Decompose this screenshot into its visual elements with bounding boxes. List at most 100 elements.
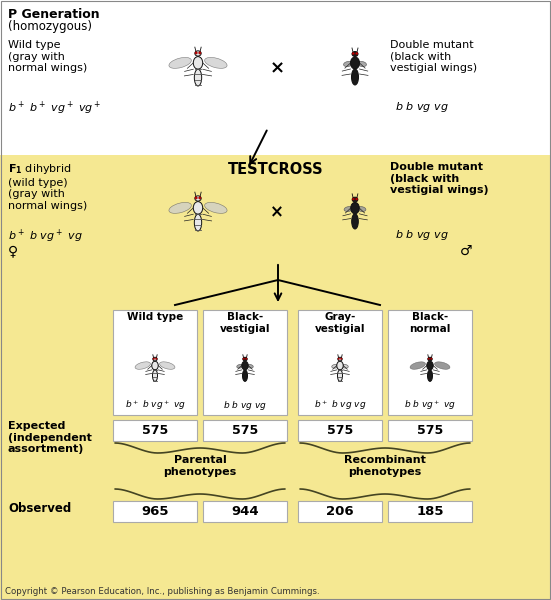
Ellipse shape	[195, 52, 197, 54]
Ellipse shape	[332, 364, 338, 368]
FancyBboxPatch shape	[0, 155, 551, 600]
Text: Black-
vestigial: Black- vestigial	[220, 312, 270, 334]
FancyBboxPatch shape	[298, 501, 382, 522]
Text: ♀: ♀	[8, 244, 18, 258]
Ellipse shape	[338, 357, 342, 361]
Text: (homozygous): (homozygous)	[8, 20, 92, 33]
Text: $b\ b\ vg\ vg$: $b\ b\ vg\ vg$	[395, 228, 449, 242]
Ellipse shape	[153, 370, 158, 382]
Ellipse shape	[135, 362, 150, 370]
FancyBboxPatch shape	[203, 420, 287, 441]
Ellipse shape	[352, 69, 359, 85]
Text: ♂: ♂	[460, 244, 473, 258]
FancyBboxPatch shape	[298, 420, 382, 441]
Text: ×: ×	[269, 59, 284, 77]
Ellipse shape	[428, 370, 433, 382]
Text: $b^+\ b\ vg\ vg$: $b^+\ b\ vg\ vg$	[314, 398, 366, 412]
Ellipse shape	[242, 370, 247, 382]
Ellipse shape	[358, 206, 366, 212]
Ellipse shape	[355, 198, 358, 200]
Ellipse shape	[337, 370, 343, 382]
Ellipse shape	[152, 361, 158, 370]
Text: P Generation: P Generation	[8, 8, 100, 21]
Ellipse shape	[352, 52, 354, 55]
Ellipse shape	[352, 52, 358, 56]
Ellipse shape	[435, 362, 450, 370]
Ellipse shape	[352, 197, 358, 202]
Text: $b\ b\ vg\ vg$: $b\ b\ vg\ vg$	[223, 399, 267, 412]
Ellipse shape	[350, 57, 359, 69]
Text: TESTCROSS: TESTCROSS	[228, 162, 324, 177]
Text: $b\ b\ vg^+\ vg$: $b\ b\ vg^+\ vg$	[404, 398, 456, 412]
Ellipse shape	[247, 364, 253, 368]
Text: Expected
(independent
assortment): Expected (independent assortment)	[8, 421, 92, 454]
Text: $b^+\ b\ vg^+\ vg$: $b^+\ b\ vg^+\ vg$	[8, 228, 83, 245]
Text: Black-
normal: Black- normal	[409, 312, 451, 334]
Ellipse shape	[153, 357, 157, 361]
FancyBboxPatch shape	[203, 310, 287, 415]
Text: 206: 206	[326, 505, 354, 518]
Ellipse shape	[352, 198, 354, 200]
Ellipse shape	[342, 364, 348, 368]
Ellipse shape	[410, 362, 425, 370]
Ellipse shape	[343, 61, 353, 67]
Ellipse shape	[195, 197, 197, 199]
Ellipse shape	[430, 358, 432, 359]
Text: $b^+\ b^+\ vg^+\ vg^+$: $b^+\ b^+\ vg^+\ vg^+$	[8, 100, 101, 118]
Ellipse shape	[428, 358, 429, 359]
Ellipse shape	[344, 206, 353, 212]
Ellipse shape	[351, 202, 359, 214]
Ellipse shape	[169, 202, 191, 214]
Ellipse shape	[193, 202, 203, 214]
Text: 575: 575	[327, 424, 353, 437]
Text: Wild type
(gray with
normal wings): Wild type (gray with normal wings)	[8, 40, 87, 73]
FancyBboxPatch shape	[388, 310, 472, 415]
Text: $b^+\ b\ vg^+\ vg$: $b^+\ b\ vg^+\ vg$	[125, 398, 186, 412]
Ellipse shape	[428, 357, 432, 361]
Text: Parental
phenotypes: Parental phenotypes	[164, 455, 236, 476]
Text: 965: 965	[141, 505, 169, 518]
Ellipse shape	[199, 52, 201, 54]
FancyBboxPatch shape	[388, 420, 472, 441]
FancyBboxPatch shape	[113, 501, 197, 522]
Ellipse shape	[195, 51, 201, 56]
Ellipse shape	[193, 56, 203, 69]
Text: 575: 575	[142, 424, 168, 437]
Text: Recombinant
phenotypes: Recombinant phenotypes	[344, 455, 426, 476]
Text: Copyright © Pearson Education, Inc., publishing as Benjamin Cummings.: Copyright © Pearson Education, Inc., pub…	[5, 587, 320, 596]
Text: $b\ b\ vg\ vg$: $b\ b\ vg\ vg$	[395, 100, 449, 114]
Ellipse shape	[153, 358, 154, 359]
Text: Double mutant
(black with
vestigial wings): Double mutant (black with vestigial wing…	[390, 40, 477, 73]
Ellipse shape	[337, 361, 343, 370]
Ellipse shape	[242, 361, 249, 370]
Ellipse shape	[195, 214, 202, 231]
FancyBboxPatch shape	[203, 501, 287, 522]
Text: 575: 575	[232, 424, 258, 437]
FancyBboxPatch shape	[388, 501, 472, 522]
Ellipse shape	[356, 52, 358, 55]
Ellipse shape	[427, 361, 433, 370]
FancyBboxPatch shape	[0, 0, 551, 155]
Ellipse shape	[169, 58, 191, 68]
Text: Wild type: Wild type	[127, 312, 183, 322]
FancyBboxPatch shape	[113, 420, 197, 441]
Ellipse shape	[195, 69, 202, 86]
Text: 944: 944	[231, 505, 259, 518]
Text: 575: 575	[417, 424, 443, 437]
Ellipse shape	[246, 358, 247, 359]
Text: ×: ×	[270, 203, 284, 221]
Ellipse shape	[341, 358, 342, 359]
Ellipse shape	[338, 358, 339, 359]
Text: $\mathbf{F_1}$ dihybrid
(wild type)
(gray with
normal wings): $\mathbf{F_1}$ dihybrid (wild type) (gra…	[8, 162, 87, 211]
Ellipse shape	[204, 58, 227, 68]
Ellipse shape	[160, 362, 175, 370]
Ellipse shape	[358, 61, 366, 67]
FancyBboxPatch shape	[113, 310, 197, 415]
Text: Gray-
vestigial: Gray- vestigial	[315, 312, 365, 334]
Text: 185: 185	[416, 505, 444, 518]
Ellipse shape	[243, 358, 245, 359]
Ellipse shape	[237, 364, 243, 368]
Text: Double mutant
(black with
vestigial wings): Double mutant (black with vestigial wing…	[390, 162, 489, 195]
Ellipse shape	[195, 196, 201, 201]
Ellipse shape	[155, 358, 157, 359]
